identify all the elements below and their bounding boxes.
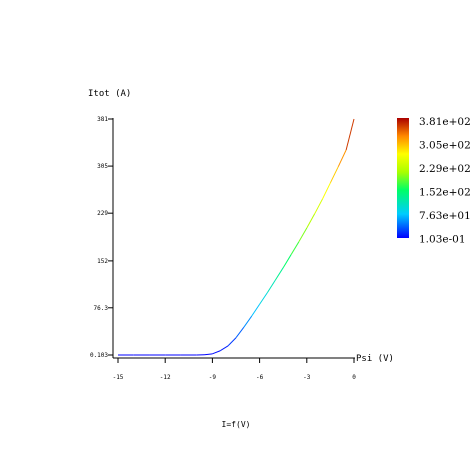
colorbar-label: 1.52e+02	[419, 187, 471, 199]
x-tick-label: 0	[352, 374, 356, 381]
colorbar-label: 3.81e+02	[419, 116, 471, 128]
colorbar-label: 7.63e+01	[419, 210, 471, 222]
colorbar-labels: 3.81e+02 3.05e+02 2.29e+02 1.52e+02 7.63e+01…	[419, 116, 471, 246]
series-segment	[282, 254, 292, 268]
y-tick-label: 381	[97, 116, 108, 123]
colorbar-label: 3.05e+02	[419, 140, 471, 152]
series-segment	[298, 227, 308, 242]
y-axis-label: Itot (A)	[88, 89, 131, 99]
y-ticks: 0.103 76.3 152 229 305 381	[90, 116, 113, 359]
y-tick-label: 229	[97, 210, 108, 217]
series-segment	[227, 337, 237, 347]
x-tick-label: -15	[113, 374, 124, 381]
series-line	[118, 118, 355, 356]
x-axis-label: Psi (V)	[356, 354, 394, 364]
series-segment	[345, 118, 355, 151]
series-segment	[220, 345, 229, 352]
series-segment	[259, 292, 268, 305]
series-segment	[306, 213, 316, 229]
chart-footer-label: I=f(V)	[222, 420, 251, 429]
series-segment	[290, 241, 300, 255]
x-tick-label: -3	[303, 374, 311, 381]
x-tick-label: -6	[256, 374, 264, 381]
colorbar	[397, 118, 409, 238]
series-segment	[322, 182, 331, 200]
series-segment	[337, 149, 347, 167]
series-segment	[243, 315, 253, 328]
x-ticks: -15 -12 -9 -6 -3 0	[113, 358, 356, 381]
series-segment	[329, 166, 339, 184]
y-tick-label: 76.3	[94, 305, 109, 312]
series-segment	[235, 326, 245, 339]
y-tick-label: 305	[97, 163, 108, 170]
series-segment	[314, 198, 323, 215]
y-tick-label: 0.103	[90, 352, 108, 359]
series-segment	[251, 303, 261, 317]
colorbar-label: 1.03e-01	[419, 234, 466, 246]
series-segment	[274, 267, 284, 281]
series-segment	[204, 353, 213, 356]
colorbar-label: 2.29e+02	[419, 163, 471, 175]
series-segment	[212, 350, 221, 355]
x-tick-label: -12	[160, 374, 171, 381]
x-tick-label: -9	[209, 374, 217, 381]
series-segment	[267, 279, 276, 293]
y-tick-label: 152	[97, 258, 108, 265]
